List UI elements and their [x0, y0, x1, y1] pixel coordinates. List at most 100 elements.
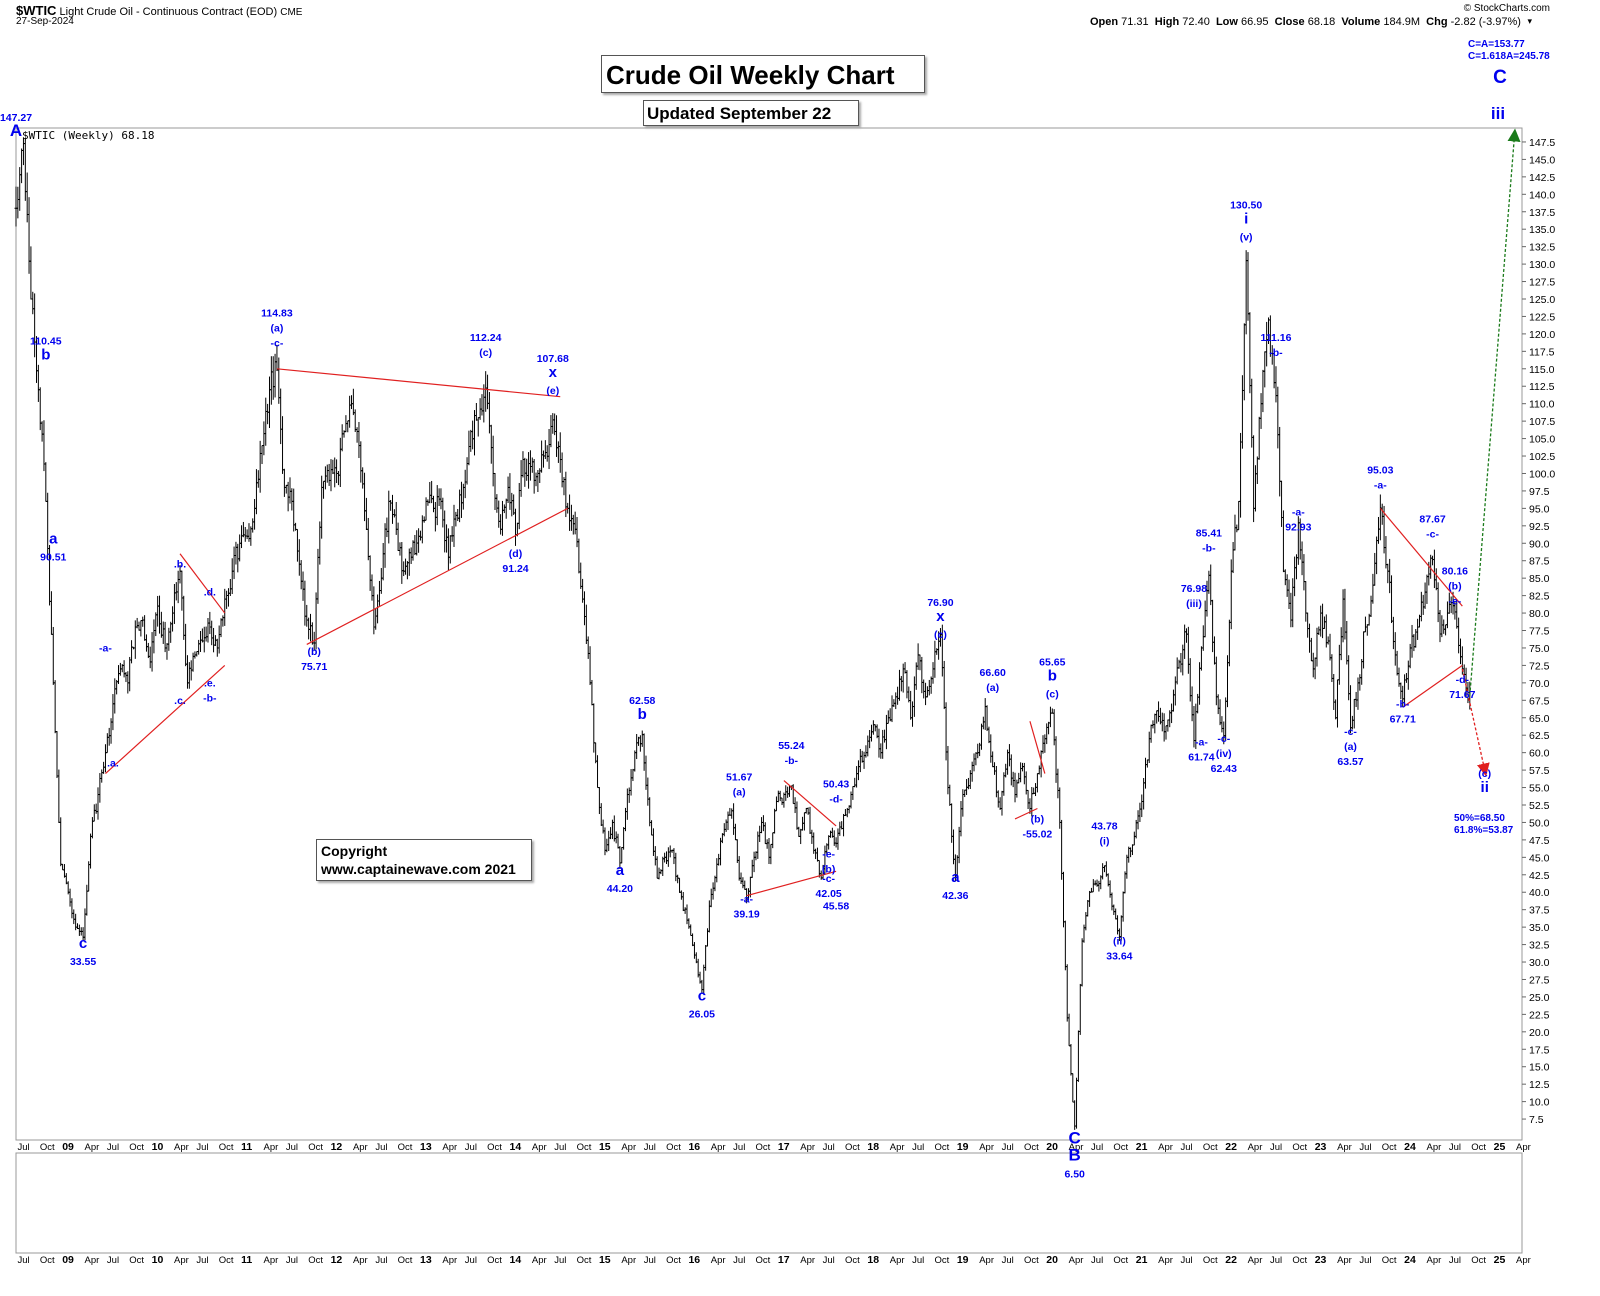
x-tick-label: Oct [934, 1142, 949, 1153]
y-tick-label: 77.5 [1529, 626, 1550, 638]
y-tick-label: 12.5 [1529, 1079, 1550, 1091]
wave-label: 63.57 [1337, 756, 1363, 768]
y-tick-label: 105.0 [1529, 434, 1555, 446]
x-tick-label: Oct [1203, 1255, 1218, 1266]
x-tick-label: 17 [778, 1254, 790, 1266]
y-tick-label: 142.5 [1529, 172, 1555, 184]
symbol: $WTIC [16, 3, 57, 18]
wave-label: -c- [822, 873, 835, 885]
price-series [14, 137, 1471, 1130]
wave-label: (c) [1046, 688, 1059, 700]
wave-label: -b- [785, 755, 799, 767]
y-tick-label: 115.0 [1529, 364, 1555, 376]
y-tick-label: 50.0 [1529, 817, 1550, 829]
x-tick-label: 15 [599, 1141, 611, 1153]
wave-label: x [936, 608, 945, 625]
wave-label: -d- [829, 794, 843, 806]
x-tick-label: Oct [398, 1142, 413, 1153]
y-tick-label: 10.0 [1529, 1097, 1550, 1109]
y-tick-label: 57.5 [1529, 765, 1550, 777]
x-tick-label: Oct [845, 1255, 860, 1266]
x-tick-label: Oct [577, 1255, 592, 1266]
wave-label: (ii) [1113, 936, 1126, 948]
wave-label: (iii) [1186, 598, 1202, 610]
wave-label: 44.20 [607, 883, 633, 895]
x-tick-label: Apr [1427, 1255, 1442, 1266]
x-tick-label: Jul [644, 1255, 656, 1266]
x-tick-label: Apr [979, 1142, 994, 1153]
x-tick-label: Oct [219, 1142, 234, 1153]
y-tick-label: 112.5 [1529, 381, 1555, 393]
wave-label: c [698, 987, 706, 1004]
wave-label: 80.16 [1442, 566, 1468, 578]
wave-label: -b- [203, 692, 217, 704]
x-tick-label: Jul [823, 1255, 835, 1266]
x-tick-label: 21 [1136, 1141, 1148, 1153]
chart-subtitle: Updated September 22 [643, 100, 859, 126]
wave-label: (d) [509, 548, 522, 560]
plot-frame [15, 127, 1523, 1254]
wave-label: b [41, 346, 50, 363]
x-tick-label: 25 [1494, 1141, 1506, 1153]
x-tick-label: 10 [152, 1254, 164, 1266]
projection-up [1469, 128, 1521, 696]
x-tick-label: Jul [465, 1255, 477, 1266]
wave-label: a [616, 862, 625, 879]
y-tick-label: 65.0 [1529, 713, 1550, 725]
x-tick-label: Apr [1069, 1142, 1084, 1153]
y-tick-label: 102.5 [1529, 451, 1555, 463]
chg-dropdown-icon[interactable]: ▾ [1527, 16, 1532, 26]
wave-label: ii [1481, 779, 1489, 796]
y-tick-label: 42.5 [1529, 870, 1550, 882]
trendline [1402, 664, 1463, 708]
x-tick-label: Oct [40, 1142, 55, 1153]
ohlc-open: Open 71.31 [1089, 16, 1149, 28]
x-tick-label: Oct [1113, 1255, 1128, 1266]
x-tick-label: Oct [219, 1255, 234, 1266]
ohlc-high: High 72.40 [1154, 16, 1210, 28]
x-tick-label: Jul [1002, 1255, 1014, 1266]
x-tick-label: Oct [756, 1142, 771, 1153]
wave-label: 51.67 [726, 772, 752, 784]
wave-label: (b) [1448, 581, 1461, 593]
x-tick-label: Apr [711, 1142, 726, 1153]
x-tick-label: Jul [286, 1255, 298, 1266]
wave-label: 26.05 [689, 1008, 715, 1020]
x-tick-label: Oct [129, 1255, 144, 1266]
x-tick-label: Apr [532, 1255, 547, 1266]
x-tick-label: 19 [957, 1254, 969, 1266]
y-tick-label: 70.0 [1529, 678, 1550, 690]
wave-annotations: 147.27A110.45ba90.51c33.55.a.-a-.b..d..e… [0, 39, 1550, 1180]
x-tick-label: 15 [599, 1254, 611, 1266]
x-tick-label: 13 [420, 1254, 432, 1266]
x-tick-label: 20 [1046, 1141, 1058, 1153]
ohlc-low: Low 66.95 [1215, 16, 1269, 28]
x-tick-label: 20 [1046, 1254, 1058, 1266]
wave-label: 43.78 [1091, 820, 1117, 832]
x-tick-label: Jul [286, 1142, 298, 1153]
x-tick-label: Apr [263, 1255, 278, 1266]
wave-label: 147.27 [0, 112, 32, 124]
series-legend: $WTIC (Weekly) 68.18 [22, 129, 154, 142]
copyright-url: www.captainewave.com 2021 [321, 861, 516, 877]
x-tick-label: Oct [1292, 1142, 1307, 1153]
wave-label: -a- [99, 642, 112, 654]
wave-label: .c. [174, 695, 186, 707]
wave-label: -a- [1195, 737, 1208, 749]
x-tick-label: Jul [1270, 1255, 1282, 1266]
x-tick-label: Oct [1292, 1255, 1307, 1266]
x-tick-label: 17 [778, 1141, 790, 1153]
ohlc-readout: Open 71.31 High 72.40 Low 66.95 Close 68… [1090, 16, 1524, 28]
x-tick-label: Jul [1449, 1142, 1461, 1153]
y-tick-label: 37.5 [1529, 905, 1550, 917]
x-tick-label: Apr [711, 1255, 726, 1266]
x-tick-label: 12 [331, 1141, 343, 1153]
x-tick-label: Apr [85, 1142, 100, 1153]
x-tick-label: 22 [1225, 1141, 1237, 1153]
wave-label: 45.58 [823, 901, 849, 913]
wave-label: 75.71 [301, 661, 327, 673]
x-tick-label: 23 [1315, 1254, 1327, 1266]
x-tick-label: Jul [554, 1142, 566, 1153]
x-tick-label: Jul [1091, 1255, 1103, 1266]
y-tick-label: 40.0 [1529, 887, 1550, 899]
